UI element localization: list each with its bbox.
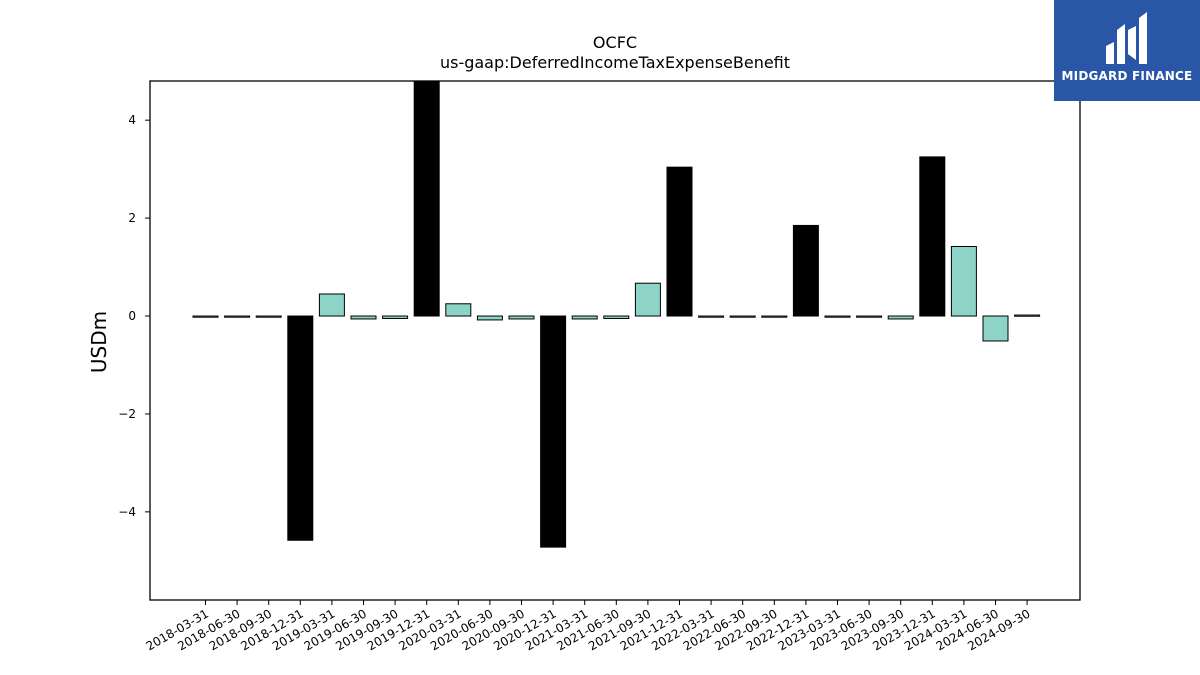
- bar-2021-06-30: [603, 315, 630, 319]
- bar-2022-03-31: [698, 315, 725, 318]
- bar-2019-03-31: [318, 293, 345, 317]
- bar-2023-03-31: [824, 315, 851, 318]
- bar-2018-12-31: [287, 315, 314, 541]
- bar-2021-09-30: [634, 282, 661, 317]
- bar-2021-12-31: [666, 166, 693, 317]
- plot-frame: [149, 80, 1081, 601]
- bar-2020-03-31: [445, 303, 472, 317]
- bar-2023-12-31: [919, 156, 946, 317]
- bars-group: [192, 80, 1041, 548]
- x-axis: 2018-03-312018-06-302018-09-302018-12-31…: [144, 600, 1033, 653]
- y-tick-label: −2: [118, 407, 136, 421]
- y-tick-label: 2: [128, 211, 136, 225]
- bar-2018-06-30: [224, 315, 251, 318]
- y-tick-label: 4: [128, 113, 136, 127]
- bar-2019-06-30: [350, 315, 377, 320]
- bar-2022-12-31: [792, 224, 819, 317]
- bar-2020-06-30: [476, 315, 503, 321]
- logo-text: MIDGARD FINANCE: [1061, 69, 1193, 83]
- bar-2020-09-30: [508, 315, 535, 320]
- bar-2019-09-30: [382, 315, 409, 319]
- bar-2023-06-30: [856, 315, 883, 318]
- chart-title: OCFC: [593, 33, 637, 52]
- bar-2023-09-30: [887, 315, 914, 320]
- bar-2019-12-31: [413, 80, 440, 317]
- midgard-m-logo-icon: [1106, 12, 1147, 64]
- y-tick-label: 0: [128, 309, 136, 323]
- y-axis-label: USDm: [87, 311, 111, 373]
- y-tick-label: −4: [118, 505, 136, 519]
- bar-2024-06-30: [982, 315, 1009, 342]
- midgard-finance-logo: MIDGARD FINANCE: [1054, 0, 1200, 101]
- bar-2018-09-30: [255, 315, 282, 318]
- bar-2024-03-31: [950, 245, 977, 317]
- bar-2022-06-30: [729, 315, 756, 318]
- bar-2020-12-31: [540, 315, 567, 548]
- bar-2022-09-30: [761, 315, 788, 318]
- chart-subtitle: us-gaap:DeferredIncomeTaxExpenseBenefit: [440, 53, 790, 72]
- y-axis: −4 −2 0 2 4: [118, 113, 150, 519]
- bar-2021-03-31: [571, 315, 598, 320]
- bar-2024-09-30: [1014, 314, 1041, 317]
- bar-2018-03-31: [192, 315, 219, 318]
